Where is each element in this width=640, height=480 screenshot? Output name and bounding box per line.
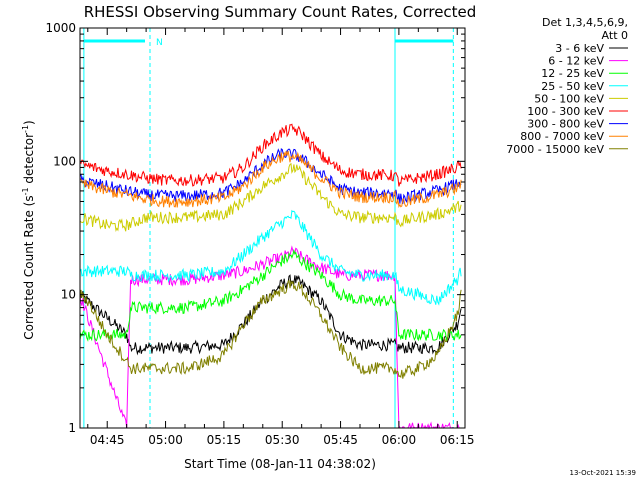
plot-frame bbox=[79, 27, 466, 429]
y-axis-label: Corrected Count Rate (s-1 detector-1) bbox=[21, 120, 36, 339]
series-line bbox=[79, 248, 462, 342]
timestamp: 13-Oct-2021 15:39 bbox=[570, 469, 636, 477]
y-tick-label: 10 bbox=[61, 288, 76, 302]
legend-entry-label: 25 - 50 keV bbox=[541, 80, 604, 93]
x-tick-label: 06:00 bbox=[382, 433, 417, 447]
series-line bbox=[79, 209, 462, 306]
series-line bbox=[79, 123, 462, 187]
series-line bbox=[79, 150, 462, 209]
legend-entry-label: 300 - 800 keV bbox=[527, 118, 604, 131]
y-tick-label: 1 bbox=[68, 421, 76, 435]
series-line bbox=[79, 162, 462, 233]
legend-entry-label: 800 - 7000 keV bbox=[520, 130, 604, 143]
series-line bbox=[79, 274, 462, 356]
flag-marker: N bbox=[156, 38, 163, 48]
y-tick-label: 1000 bbox=[45, 21, 76, 35]
legend-entry-label: 12 - 25 keV bbox=[541, 67, 604, 80]
plot-area: N bbox=[79, 28, 462, 430]
y-tick-label: 100 bbox=[53, 154, 76, 168]
x-tick-label: 06:15 bbox=[440, 433, 475, 447]
x-tick-label: 05:30 bbox=[265, 433, 300, 447]
chart-title: RHESSI Observing Summary Count Rates, Co… bbox=[84, 3, 477, 21]
legend-entry-label: 6 - 12 keV bbox=[548, 55, 604, 68]
legend-entry-label: 7000 - 15000 keV bbox=[506, 143, 604, 156]
legend-entry-label: 100 - 300 keV bbox=[527, 105, 604, 118]
x-tick-label: 05:15 bbox=[207, 433, 242, 447]
x-tick-label: 05:00 bbox=[148, 433, 183, 447]
x-tick-label: 04:45 bbox=[90, 433, 125, 447]
legend-header-line-1: Det 1,3,4,5,6,9, bbox=[542, 16, 628, 29]
legend-entry-label: 3 - 6 keV bbox=[555, 42, 604, 55]
legend-entry-label: 50 - 100 keV bbox=[534, 92, 604, 105]
legend-header-line-2: Att 0 bbox=[602, 29, 628, 42]
x-tick-label: 05:45 bbox=[323, 433, 358, 447]
series-line bbox=[79, 279, 462, 379]
y-axis: 1 10 100 1000 bbox=[45, 21, 465, 435]
x-axis-label: Start Time (08-Jan-11 04:38:02) bbox=[184, 457, 376, 471]
x-axis: 04:45 05:00 05:15 05:30 05:45 06:00 06:15 bbox=[87, 28, 475, 447]
